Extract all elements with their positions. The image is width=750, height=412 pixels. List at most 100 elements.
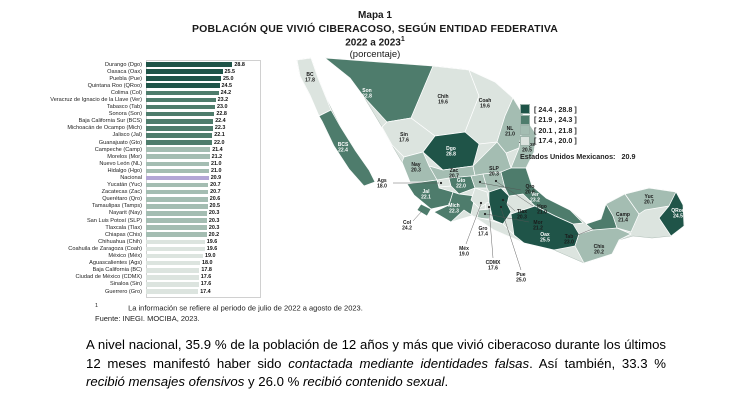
state-label: Camp 21.4 bbox=[616, 212, 630, 224]
state-puebla bbox=[488, 187, 512, 225]
bar-value: 20.7 bbox=[210, 189, 221, 196]
national-average-value: 20.9 bbox=[621, 152, 636, 161]
figure-unit: (porcentaje) bbox=[349, 49, 401, 61]
state-quintana-roo bbox=[658, 191, 685, 237]
bar-value: 20.5 bbox=[209, 203, 221, 210]
bar-value: 28.8 bbox=[234, 61, 245, 68]
state-baja-california bbox=[296, 57, 332, 117]
bar-row: Hidalgo (Hgo) 21.0 bbox=[28, 167, 260, 174]
bar-fill bbox=[146, 246, 205, 252]
state-marker-dot bbox=[494, 179, 498, 183]
bar-label: Ciudad de México (CDMX) bbox=[75, 274, 142, 281]
bar-row: Nuevo León (NL) 21.0 bbox=[28, 160, 260, 167]
bar-value: 23.2 bbox=[217, 96, 229, 103]
leader-line bbox=[485, 213, 530, 223]
bar-fill bbox=[146, 260, 200, 266]
bar-fill bbox=[146, 196, 208, 202]
bar-row: Zacatecas (Zac) 20.7 bbox=[28, 189, 260, 196]
state-label: Qro 20.6 bbox=[525, 184, 535, 196]
bar-fill bbox=[146, 218, 207, 223]
state-label: Nay 20.3 bbox=[411, 162, 421, 174]
bar-label: Colima (Col) bbox=[110, 89, 142, 96]
state-label: Oax 25.5 bbox=[540, 232, 550, 244]
paragraph-italic-segment: contactada mediante identidades falsas bbox=[288, 355, 530, 371]
legend-ranges: [ 24.4 , 28.8 ][ 21.9 , 24.3 ][ 20.1 , 2… bbox=[520, 104, 635, 146]
bar-row: Guerrero (Gro) 17.4 bbox=[28, 288, 260, 295]
state-label: Gto 22.0 bbox=[456, 178, 466, 190]
bar-value: 20.3 bbox=[208, 210, 220, 217]
state-label: BC 17.8 bbox=[305, 72, 315, 84]
bar-row: Veracruz de Ignacio de la Llave (Ver) 23.… bbox=[28, 96, 260, 103]
state-label: Col 24.2 bbox=[402, 220, 412, 232]
bar-label: Guerrero (Gro) bbox=[105, 288, 142, 295]
bar-value: 20.2 bbox=[208, 231, 220, 238]
bar-value: 21.4 bbox=[212, 146, 223, 153]
bar-value: 19.6 bbox=[206, 238, 218, 245]
state-marker-dot bbox=[501, 198, 505, 202]
state-label: Chih 19.6 bbox=[437, 94, 448, 106]
bar-fill bbox=[146, 289, 199, 294]
bar-value: 25.0 bbox=[223, 75, 234, 82]
bar-label: Tabasco (Tab) bbox=[106, 104, 142, 111]
leader-line bbox=[488, 207, 494, 259]
bar-value: 17.6 bbox=[200, 274, 212, 281]
bar-value: 22.4 bbox=[215, 118, 226, 125]
bar-fill bbox=[146, 76, 221, 81]
bar-row: Puebla (Pue) 25.0 bbox=[28, 75, 260, 82]
state-label: Mich 22.3 bbox=[448, 203, 459, 215]
bar-label: Michoacán de Ocampo (Mich) bbox=[67, 125, 142, 132]
leader-line bbox=[412, 210, 423, 222]
state-label: CDMX 17.6 bbox=[486, 260, 501, 272]
bar-fill bbox=[146, 225, 207, 230]
bar-fill bbox=[146, 275, 199, 280]
bar-value: 22.0 bbox=[214, 139, 225, 146]
bar-value: 19.6 bbox=[206, 245, 218, 252]
bar-value: 19.0 bbox=[205, 253, 216, 260]
legend-range-text: [ 21.9 , 24.3 ] bbox=[534, 115, 577, 125]
bar-label: Guanajuato (Gto) bbox=[98, 139, 142, 146]
bar-row: Tlaxcala (Tlax) 20.3 bbox=[28, 224, 260, 231]
bar-fill bbox=[146, 154, 210, 160]
bar-label: Chiapas (Chis) bbox=[105, 231, 142, 238]
bar-fill bbox=[146, 161, 209, 167]
leader-line bbox=[574, 227, 596, 237]
bar-label: Aguascalientes (Ags) bbox=[89, 260, 142, 267]
bar-fill bbox=[146, 69, 223, 74]
bar-label: Sonora (Son) bbox=[108, 111, 142, 118]
bar-row: Yucatán (Yuc) 20.7 bbox=[28, 182, 260, 189]
bar-row: San Luis Potosí (SLP) 20.3 bbox=[28, 217, 260, 224]
bar-row: Aguascalientes (Ags) 18.0 bbox=[28, 260, 260, 267]
bar-label: Jalisco (Jal) bbox=[112, 132, 142, 139]
leader-line bbox=[480, 182, 522, 191]
bar-fill bbox=[146, 62, 233, 67]
bar-label: Tamaulipas (Tamps) bbox=[91, 203, 142, 210]
paragraph-italic-segment: recibió mensajes ofensivos bbox=[86, 374, 245, 390]
bar-label: Nuevo León (NL) bbox=[99, 160, 142, 167]
bar-row: Oaxaca (Oax) 25.5 bbox=[28, 68, 260, 75]
legend-row: [ 17.4 , 20.0 ] bbox=[520, 135, 635, 147]
state-marker-dot bbox=[439, 181, 443, 185]
bar-label: Nacional bbox=[120, 175, 142, 181]
bar-fill bbox=[146, 282, 199, 287]
bar-row: Durango (Dgo) 28.8 bbox=[28, 61, 260, 68]
bar-value: 20.3 bbox=[208, 224, 220, 231]
paragraph-segment: . Así también, 33.3 % bbox=[529, 355, 666, 371]
bar-fill bbox=[146, 133, 213, 138]
bar-label: Hidalgo (Hgo) bbox=[107, 167, 142, 174]
bar-row: Querétaro (Qro) 20.6 bbox=[28, 196, 260, 203]
state-label: QRoo 24.5 bbox=[671, 208, 685, 220]
state-label: SLP 20.3 bbox=[489, 166, 499, 178]
leader-line bbox=[496, 181, 534, 207]
bar-fill bbox=[146, 204, 208, 209]
state-marker-dot bbox=[487, 205, 491, 209]
bar-row: Colima (Col) 24.2 bbox=[28, 89, 260, 96]
state-label: Dgo 28.8 bbox=[446, 146, 456, 158]
bar-value: 21.0 bbox=[211, 160, 222, 167]
legend-swatch bbox=[520, 125, 530, 136]
legend-swatch bbox=[520, 114, 530, 125]
state-marker-dot bbox=[499, 205, 503, 209]
footnote-text: La información se refiere al periodo de … bbox=[128, 303, 363, 313]
bar-fill bbox=[146, 239, 205, 245]
bar-row: Quintana Roo (QRoo) 24.5 bbox=[28, 82, 260, 89]
